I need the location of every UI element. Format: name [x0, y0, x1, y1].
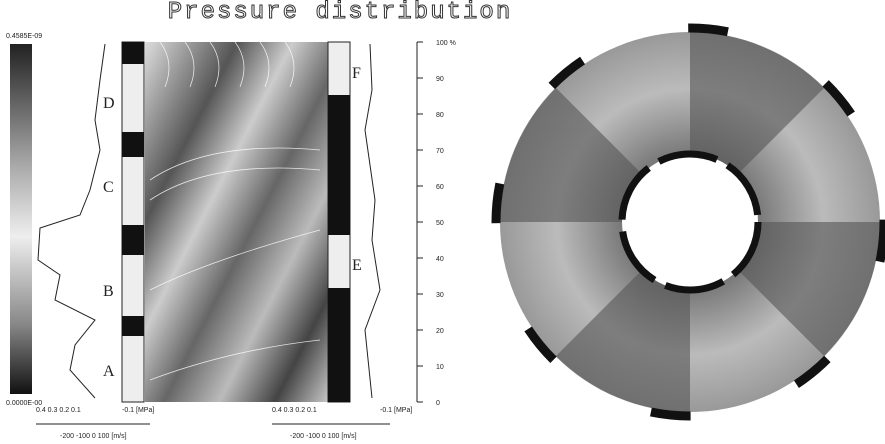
pressure-ticks: 0.4 0.3 0.2 0.1 — [36, 407, 81, 414]
strip-block — [328, 288, 350, 402]
zone-label: C — [103, 179, 114, 196]
strip-block — [328, 95, 350, 235]
contour-panel — [145, 42, 330, 402]
y-tick-label: 90 — [436, 76, 444, 83]
zone-label: E — [352, 257, 362, 274]
strip-block — [122, 42, 144, 64]
pressure-unit: -0.1 [MPa] — [122, 407, 154, 414]
zone-label: B — [103, 283, 114, 300]
zone-label: D — [103, 95, 115, 112]
zone-label: A — [103, 363, 115, 380]
strip-block — [122, 132, 144, 157]
y-tick-label: 10 — [436, 364, 444, 371]
y-tick-label: 80 — [436, 112, 444, 119]
strip — [122, 42, 144, 402]
color-bar — [10, 44, 32, 394]
colorbar-min: 0.0000E-00 — [6, 400, 42, 407]
colorbar-max: 0.4585E-09 — [6, 33, 42, 40]
inner-ring — [622, 154, 758, 290]
velocity-ticks: -200 -100 0 100 [m/s] — [60, 433, 127, 440]
zone-label: F — [352, 65, 361, 82]
y-tick-label: 30 — [436, 292, 444, 299]
y-tick-label: 0 — [436, 400, 440, 407]
y-tick-label: 20 — [436, 328, 444, 335]
title: Pressure distribution — [168, 0, 512, 26]
y-tick-label: 70 — [436, 148, 444, 155]
pressure-profile — [38, 44, 105, 398]
y-tick-label: 60 — [436, 184, 444, 191]
pressure-unit: -0.1 [MPa] — [380, 407, 412, 414]
strip-block — [122, 316, 144, 336]
pressure-ticks: 0.4 0.3 0.2 0.1 — [272, 407, 317, 414]
y-tick-label: 100 % — [436, 40, 456, 47]
strip-block — [122, 225, 144, 255]
velocity-ticks: -200 -100 0 100 [m/s] — [290, 433, 357, 440]
pressure-profile — [365, 44, 380, 398]
y-tick-label: 50 — [436, 220, 444, 227]
y-tick-label: 40 — [436, 256, 444, 263]
figure: Pressure distribution 0.4585E-09 0.0000E… — [0, 0, 885, 444]
